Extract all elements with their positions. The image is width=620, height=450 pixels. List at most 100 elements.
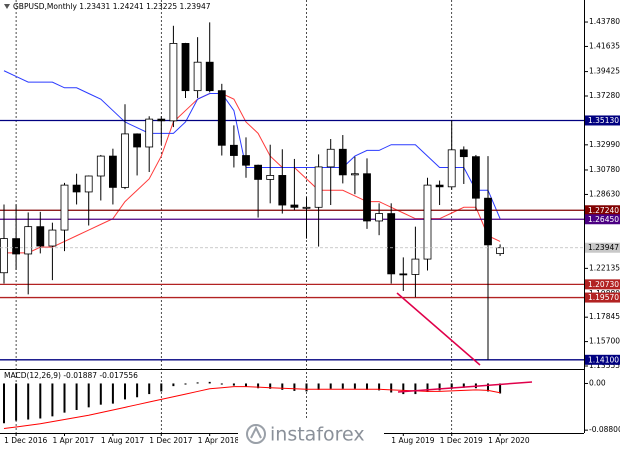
candle-body <box>484 197 492 246</box>
y-tick-label: 1.17845 <box>589 312 620 321</box>
y-tick-label: 1.43780 <box>589 17 620 26</box>
candle-body <box>459 149 468 158</box>
macd-bar <box>281 383 284 390</box>
candle-body <box>169 43 178 122</box>
macd-bar <box>3 383 5 424</box>
macd-bar <box>390 383 393 393</box>
level-label-box <box>585 115 620 126</box>
macd-bar <box>148 383 151 395</box>
level-label: 1.27240 <box>588 206 619 215</box>
candle-body <box>12 238 21 255</box>
level-label: 1.26450 <box>588 215 619 224</box>
macd-bar <box>450 383 453 389</box>
macd-bar <box>87 383 90 408</box>
macd-bar <box>184 383 187 385</box>
macd-bar <box>124 383 126 400</box>
macd-bar <box>269 383 272 389</box>
macd-bar <box>232 383 235 386</box>
candle-body <box>133 133 142 148</box>
y-tick-label: 1.32990 <box>589 140 620 149</box>
candle-body <box>278 175 287 206</box>
candle-body <box>157 118 166 122</box>
candle-body <box>242 155 250 166</box>
macd-bar <box>305 383 308 392</box>
x-tick-label: 1 Dec 2017 <box>149 436 192 445</box>
macd-bar <box>111 383 114 404</box>
candle-body <box>217 90 226 146</box>
watermark-logo <box>250 425 262 439</box>
candle-body <box>338 148 347 176</box>
y-tick-label: 1.41635 <box>589 41 620 50</box>
macd-bar <box>499 383 502 394</box>
x-tick-label: 1 Apr 2017 <box>53 436 95 445</box>
level-label: 1.19570 <box>588 293 619 302</box>
candle-body <box>205 61 214 92</box>
candle-body <box>229 144 238 156</box>
watermark: instaforex <box>270 424 365 446</box>
x-tick-label: 1 Apr 2020 <box>488 436 530 445</box>
macd-bar <box>353 383 356 389</box>
indicator-line <box>3 70 501 219</box>
macd-bar <box>317 383 320 390</box>
macd-bar <box>75 383 78 410</box>
candle-body <box>375 213 384 222</box>
y-tick-label: 1.28630 <box>589 189 620 198</box>
watermark-logo <box>246 424 266 444</box>
macd-bar <box>208 381 211 384</box>
candle-body <box>326 148 335 168</box>
macd-bar <box>257 383 260 389</box>
macd-bar <box>366 383 368 390</box>
candle-body <box>72 184 81 193</box>
candle-body <box>411 258 420 275</box>
candle-body <box>387 213 396 275</box>
macd-bar <box>136 383 139 398</box>
x-tick-label: 1 Dec 2019 <box>440 436 483 445</box>
macd-bar <box>27 383 30 420</box>
macd-tick-label: -0.088003 <box>589 425 620 434</box>
candle-body <box>266 175 275 180</box>
y-tick-label: 1.30780 <box>589 165 620 174</box>
macd-trend-line <box>397 381 533 393</box>
macd-bar <box>414 383 417 395</box>
candle-body <box>84 175 93 193</box>
macd-bar <box>329 383 332 389</box>
level-label-box <box>585 279 620 290</box>
macd-bar <box>51 383 54 417</box>
macd-bar <box>426 383 429 392</box>
macd-bar <box>402 383 405 395</box>
candle-body <box>254 164 263 180</box>
level-label: 1.14100 <box>588 355 619 364</box>
candle-body <box>290 204 299 208</box>
x-tick-label: 1 Aug 2019 <box>391 436 434 445</box>
macd-bar <box>245 383 247 387</box>
candle-body <box>24 226 33 255</box>
last-price-box <box>585 242 620 253</box>
candle-body <box>350 173 359 176</box>
candle-body <box>0 238 8 274</box>
macd-title: MACD(12,26,9) -0.01887 -0.017556 <box>4 371 138 380</box>
y-tick-label: 1.22135 <box>589 263 620 272</box>
x-tick-label: 1 Aug 2017 <box>101 436 144 445</box>
level-label-box <box>585 292 620 303</box>
macd-bar <box>438 383 441 391</box>
macd-bar <box>39 383 42 419</box>
level-label-box <box>585 354 620 365</box>
x-tick-label: 1 Dec 2016 <box>4 436 47 445</box>
candle-body <box>363 173 371 222</box>
candle-body <box>435 184 444 188</box>
macd-bar <box>487 383 489 392</box>
candle-body <box>48 229 57 247</box>
candle-body <box>109 155 117 188</box>
macd-tick-label: 0.00 <box>589 378 606 387</box>
candle-body <box>447 149 456 188</box>
macd-bar <box>293 383 296 391</box>
y-tick-label: 1.13555 <box>589 361 620 370</box>
macd-bar <box>462 383 465 388</box>
candle-body <box>121 133 129 188</box>
macd-bar <box>196 382 199 384</box>
candle-body <box>423 184 432 260</box>
candle-body <box>193 61 202 92</box>
last-price-label: 1.23947 <box>588 243 619 252</box>
